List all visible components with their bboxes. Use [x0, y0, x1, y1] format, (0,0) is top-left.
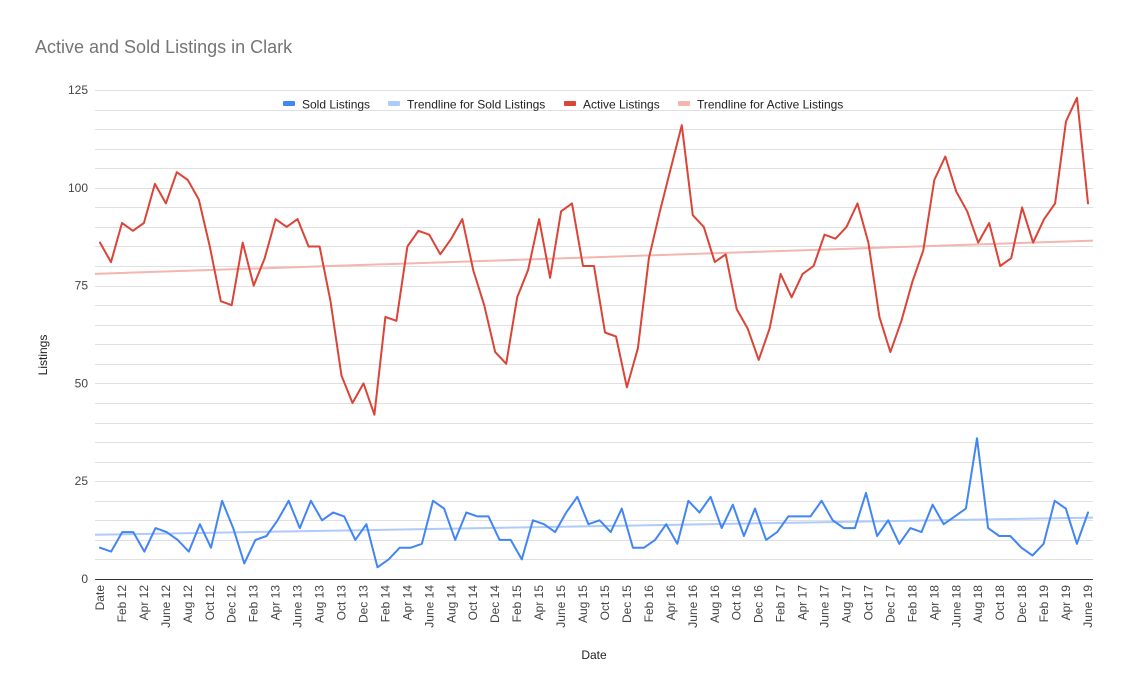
x-tick-label: Oct 18: [993, 585, 1007, 621]
x-tick-label: Apr 17: [796, 585, 810, 621]
legend-swatch: [283, 101, 295, 106]
x-tick-label: Feb 15: [510, 585, 524, 623]
x-tick-label: Apr 18: [927, 585, 941, 621]
x-tick-label: Dec 16: [752, 585, 766, 623]
x-tick-label: Feb 14: [378, 585, 392, 623]
x-tick-label: Oct 16: [730, 585, 744, 621]
legend-swatch: [388, 101, 400, 106]
x-tick-label: June 15: [554, 585, 568, 628]
x-tick-label: Dec 14: [488, 585, 502, 623]
x-tick-label: Aug 13: [313, 585, 327, 623]
x-tick-label: Aug 12: [181, 585, 195, 623]
x-tick-label: Aug 14: [444, 585, 458, 623]
x-axis-label: Date: [581, 648, 607, 662]
legend-swatch: [564, 101, 576, 106]
series-line-sold: [99, 437, 1089, 569]
x-tick-label: Dec 17: [883, 585, 897, 623]
legend-label: Sold Listings: [302, 98, 370, 112]
legend-item: Trendline for Active Listings: [678, 98, 843, 112]
legend-item: Active Listings: [564, 98, 660, 112]
x-tick-label: Apr 14: [400, 585, 414, 621]
grid: [95, 90, 1093, 560]
y-tick-label: 125: [68, 83, 88, 97]
x-tick-label: Date: [93, 585, 107, 611]
y-tick-label: 0: [81, 572, 88, 586]
legend: Sold Listings Trendline for Sold Listings…: [283, 98, 843, 112]
y-axis-label: Listings: [36, 335, 50, 376]
x-tick-label: Oct 13: [335, 585, 349, 621]
x-tick-label: June 19: [1081, 585, 1095, 628]
plot-area: [94, 96, 1094, 569]
legend-label: Active Listings: [583, 98, 660, 112]
legend-swatch: [678, 101, 690, 106]
x-tick-label: Dec 15: [620, 585, 634, 623]
x-tick-label: Aug 16: [708, 585, 722, 623]
x-tick-label: Apr 12: [137, 585, 151, 621]
x-tick-label: Feb 19: [1037, 585, 1051, 623]
x-tick-label: Feb 12: [115, 585, 129, 623]
x-tick-label: Aug 17: [839, 585, 853, 623]
x-tick-label: June 17: [818, 585, 832, 628]
x-tick-label: Oct 17: [861, 585, 875, 621]
y-tick-label: 25: [75, 474, 89, 488]
x-tick-label: June 12: [159, 585, 173, 628]
x-tick-label: Oct 14: [466, 585, 480, 621]
series-line-active: [99, 96, 1089, 416]
x-tick-label: Aug 18: [971, 585, 985, 623]
legend-label: Trendline for Active Listings: [697, 98, 843, 112]
x-tick-label: Oct 15: [598, 585, 612, 621]
y-axis-ticks: 0 25 50 75 100 125: [68, 83, 88, 586]
x-tick-label: Dec 18: [1015, 585, 1029, 623]
chart-title: Active and Sold Listings in Clark: [35, 37, 293, 57]
x-tick-label: Oct 12: [203, 585, 217, 621]
x-tick-label: June 13: [291, 585, 305, 628]
y-tick-label: 75: [75, 279, 89, 293]
x-tick-label: Feb 13: [247, 585, 261, 623]
x-tick-label: June 18: [949, 585, 963, 628]
x-tick-label: Aug 15: [576, 585, 590, 623]
y-tick-label: 100: [68, 181, 88, 195]
x-tick-label: June 16: [686, 585, 700, 628]
x-tick-label: Apr 15: [532, 585, 546, 621]
x-tick-label: Dec 12: [225, 585, 239, 623]
x-tick-label: Apr 19: [1059, 585, 1073, 621]
x-tick-label: Feb 18: [905, 585, 919, 623]
y-tick-label: 50: [75, 376, 89, 390]
legend-label: Trendline for Sold Listings: [407, 98, 545, 112]
legend-item: Trendline for Sold Listings: [388, 98, 545, 112]
x-tick-label: Dec 13: [356, 585, 370, 623]
x-tick-label: Feb 16: [642, 585, 656, 623]
x-tick-label: Feb 17: [774, 585, 788, 623]
x-tick-label: June 14: [422, 585, 436, 628]
x-tick-label: Apr 13: [269, 585, 283, 621]
x-axis-ticks: Date Feb 12 Apr 12 June 12 Aug 12 Oct 12 Dec 1…: [93, 585, 1095, 628]
legend-item: Sold Listings: [283, 98, 370, 112]
x-tick-label: Apr 16: [664, 585, 678, 621]
